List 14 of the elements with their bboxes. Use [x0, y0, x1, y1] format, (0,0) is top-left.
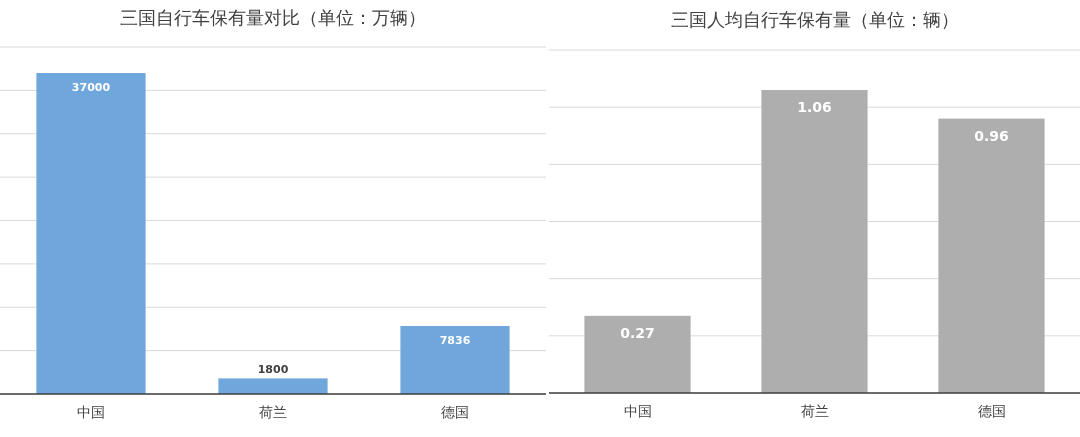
data-label: 0.96 — [974, 127, 1009, 144]
x-tick-label: 德国 — [977, 403, 1006, 419]
data-label: 1.06 — [797, 99, 832, 116]
x-tick-label: 荷兰 — [259, 404, 287, 420]
data-label: 0.27 — [620, 324, 655, 341]
data-label: 1800 — [257, 363, 289, 377]
x-tick-label: 中国 — [623, 403, 652, 419]
data-label: 7836 — [439, 334, 471, 348]
x-tick-label: 中国 — [77, 404, 105, 420]
x-tick-label: 荷兰 — [800, 403, 829, 419]
data-label: 37000 — [71, 81, 111, 95]
x-tick-label: 德国 — [441, 404, 469, 420]
chart-title: 三国自行车保有量对比（单位：万辆） — [120, 7, 426, 28]
chart-title: 三国人均自行车保有量（单位：辆） — [670, 9, 959, 30]
